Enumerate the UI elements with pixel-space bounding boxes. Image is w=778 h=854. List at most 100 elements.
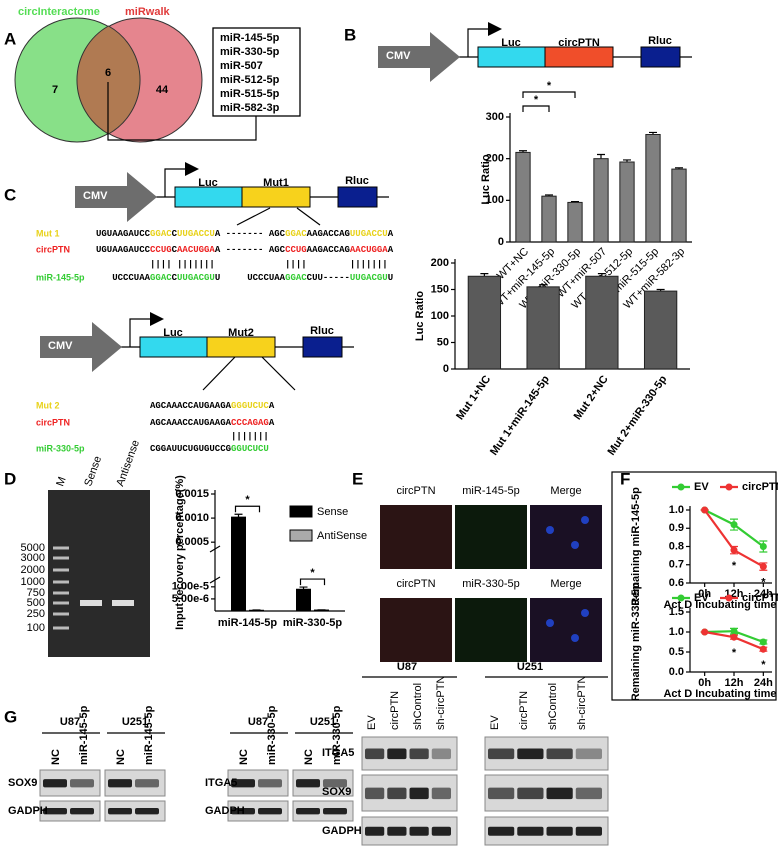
lane-label: sh-circPTN (576, 676, 588, 730)
insert-box (206, 336, 276, 358)
blot-band (575, 826, 602, 836)
blot-band (431, 826, 451, 836)
y-tick-label: 200 (431, 257, 449, 269)
sequence-segment: C (172, 229, 178, 239)
significance-bracket (234, 505, 261, 513)
lane-label: miR-330-5p (331, 705, 343, 765)
ladder-label: 3000 (21, 552, 45, 564)
y-tick-label: 100 (431, 310, 449, 322)
luc-box (139, 336, 208, 358)
blot-band (365, 826, 385, 836)
blot-band (409, 748, 429, 760)
bar (645, 134, 661, 243)
y-axis-label: Luc Ratio (414, 291, 426, 341)
ladder-band (53, 580, 69, 584)
point (759, 563, 767, 571)
lane-label: Antisense (114, 439, 142, 489)
venn-count: 44 (156, 84, 169, 96)
sequence-segment: U (388, 273, 393, 283)
sequence-segment: AAGACCAG (307, 229, 350, 239)
sequence-segment: UGUAAGAUCC (96, 229, 151, 239)
y-tick-label: 300 (486, 111, 504, 123)
box-label: Rluc (648, 35, 672, 47)
panel-letter: D (4, 469, 16, 488)
point (730, 633, 738, 641)
lane-label: miR-330-5p (266, 705, 278, 765)
mirna-name: miR-512-5p (220, 74, 280, 86)
x-tick-label: Mut 1+NC (454, 373, 493, 422)
legend-label: AntiSense (317, 530, 367, 542)
blot-band (546, 787, 573, 800)
blot-band (108, 779, 132, 788)
box-label: Rluc (310, 325, 334, 337)
x-tick-label: 12h (725, 677, 744, 689)
sequence-segment: CCUG (285, 245, 307, 255)
insert-box (544, 46, 614, 68)
ladder-band (53, 546, 69, 550)
sequence-label: miR-330-5p (36, 443, 85, 453)
sequence-segment: CCCAGAG (231, 418, 269, 428)
ladder-band (53, 626, 69, 630)
sequence: UGUAAGAUCCGGACCUUGACCUA ------- AGCGGACA… (96, 229, 394, 239)
image-label: miR-330-5p (462, 578, 519, 590)
lane-label: circPTN (518, 691, 530, 730)
y-tick-label: 1.0 (669, 504, 684, 516)
mirna-name: miR-145-5p (220, 32, 280, 44)
blot-band (43, 779, 67, 788)
construct: CMV Luc circPTN Rluc (378, 22, 692, 82)
blot-band (365, 787, 385, 800)
x-axis-label: Act D Incubating time (663, 688, 776, 700)
tss (129, 318, 152, 347)
panel-letter: F (620, 469, 630, 488)
point (730, 627, 738, 635)
point (759, 543, 767, 550)
venn-count: 7 (52, 84, 58, 96)
rluc-box (337, 186, 378, 208)
x-tick-label: miR-145-5p (218, 617, 278, 629)
legend-marker (677, 483, 685, 491)
bar (593, 158, 609, 243)
y-tick-label: 0 (498, 236, 504, 248)
bar (314, 609, 329, 612)
y-tick-label: 0.0015 (175, 488, 209, 500)
legend-marker (725, 594, 733, 602)
micrograph (455, 505, 527, 569)
mirna-name: miR-582-3p (220, 102, 280, 114)
sequence: CGGAUUCUGUGUCCGGGUCUCU (150, 444, 269, 454)
ladder-label: 2000 (21, 564, 45, 576)
significance-star: * (761, 576, 766, 588)
venn-count: 6 (105, 67, 111, 79)
sequence-segment: AACUGGA (350, 245, 388, 255)
blot-band (488, 748, 515, 760)
zoom-line (202, 356, 236, 391)
tss (164, 168, 187, 197)
blot-band (296, 779, 320, 788)
legend-label: EV (694, 481, 709, 493)
micrograph (380, 598, 452, 662)
panel-frame (611, 471, 777, 701)
rluc-box (640, 46, 681, 68)
sequence-label: Mut 1 (36, 228, 60, 238)
bar (231, 516, 246, 612)
point (759, 638, 767, 646)
blot-band (431, 748, 451, 760)
protein-label: ITGA5 (205, 777, 237, 789)
blot-band (258, 779, 282, 788)
y-tick-label: 0.5 (669, 646, 684, 658)
sequence: UCCCUAAGGACCUUGACGUU UCCCUAAGGACCUU-----… (96, 273, 393, 283)
cell-line: U251 (517, 661, 543, 673)
nucleus (581, 516, 589, 524)
lane-label: miR-145-5p (78, 705, 90, 765)
box-label: Mut2 (228, 327, 254, 339)
y-tick-label: 100 (486, 194, 504, 206)
sequence-segment: A ------- AGC (215, 245, 286, 255)
blot-band (517, 748, 544, 760)
construct: CMV Luc Mut1 Rluc (75, 162, 389, 222)
box-label: Luc (198, 177, 218, 189)
venn-label: miRwalk (125, 6, 171, 18)
protein-label: SOX9 (322, 786, 351, 798)
mirna-name: miR-330-5p (220, 46, 280, 58)
tss (467, 28, 490, 57)
